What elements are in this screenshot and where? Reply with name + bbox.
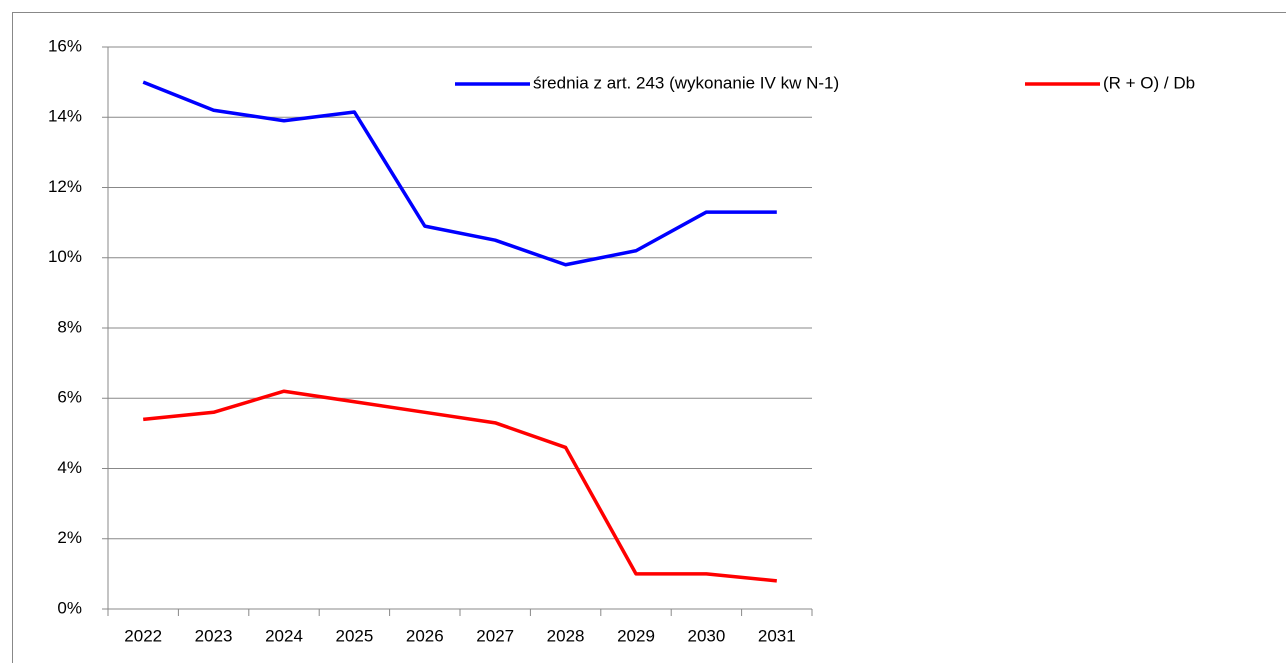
y-tick-label: 8% xyxy=(57,317,82,336)
y-tick-label: 6% xyxy=(57,388,82,407)
y-tick-label: 12% xyxy=(48,177,82,196)
legend-label: (R + O) / Db xyxy=(1103,73,1195,92)
x-tick-label: 2025 xyxy=(335,626,373,645)
legend-label: średnia z art. 243 (wykonanie IV kw N-1) xyxy=(533,73,839,92)
chart-border xyxy=(12,12,1286,663)
x-tick-label: 2024 xyxy=(265,626,303,645)
y-tick-label: 0% xyxy=(57,598,82,617)
x-tick-label: 2028 xyxy=(547,626,585,645)
y-tick-label: 4% xyxy=(57,458,82,477)
x-tick-label: 2022 xyxy=(124,626,162,645)
x-tick-label: 2031 xyxy=(758,626,796,645)
x-tick-label: 2027 xyxy=(476,626,514,645)
x-tick-label: 2029 xyxy=(617,626,655,645)
y-tick-label: 2% xyxy=(57,528,82,547)
y-tick-label: 14% xyxy=(48,107,82,126)
x-tick-label: 2023 xyxy=(195,626,233,645)
data-line xyxy=(142,80,777,267)
y-tick-label: 10% xyxy=(48,247,82,266)
y-tick-label: 16% xyxy=(48,36,82,55)
x-tick-label: 2030 xyxy=(687,626,725,645)
x-tick-label: 2026 xyxy=(406,626,444,645)
data-line xyxy=(143,389,777,583)
